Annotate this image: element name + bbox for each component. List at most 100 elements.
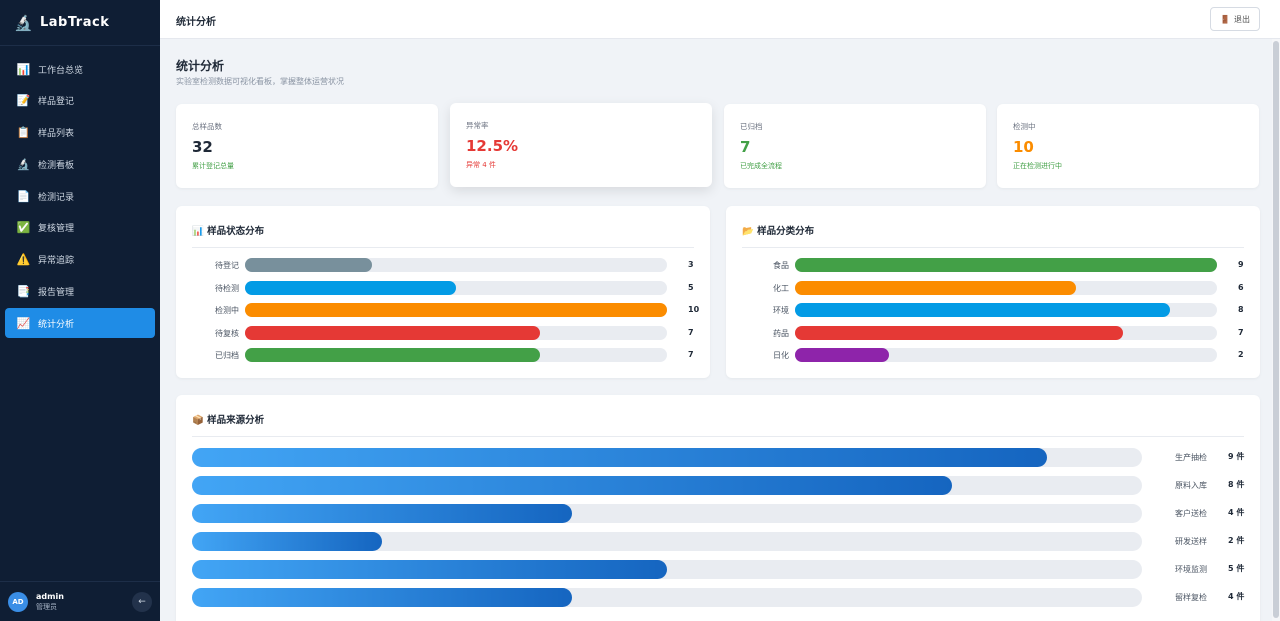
- bar-fill: [245, 280, 456, 295]
- sidebar: 🔬 LabTrack 📊 工作台总览 📝 样品登记 📋 样品列表 🔬 检测看板 📄 检测记录 ✅ 复核…: [0, 0, 160, 621]
- source-label: 研发送样: [1175, 537, 1207, 546]
- bar-label: 待检测: [215, 283, 239, 293]
- sidebar-item-7[interactable]: 📑 报告管理: [5, 277, 155, 307]
- bar-fill: [245, 348, 541, 362]
- bar-fill: [795, 325, 1124, 340]
- warning-icon: ⚠️: [16, 253, 31, 267]
- bar-fill: [795, 280, 1077, 295]
- category-distribution-panel: 📂 样品分类分布 食品 9 化工 6 环境 8 药品 7 日化 2: [726, 206, 1260, 378]
- document-icon: 📄: [16, 189, 31, 203]
- sidebar-item-label: 检测记录: [38, 192, 75, 203]
- panel-title: 📂 样品分类分布: [742, 226, 815, 237]
- collapse-arrow-icon[interactable]: ←: [132, 592, 152, 612]
- memo-icon: 📝: [16, 94, 31, 108]
- microscope-icon: 🔬: [14, 13, 33, 32]
- source-bar-track: [192, 448, 1142, 467]
- sidebar-item-2[interactable]: 📋 样品列表: [5, 118, 155, 148]
- source-count: 9 件: [1228, 452, 1245, 461]
- bar-count: 8: [1238, 305, 1244, 314]
- sidebar-item-label: 样品登记: [38, 97, 75, 108]
- bar-track: [245, 325, 667, 340]
- bar-track: [795, 303, 1217, 317]
- source-bar-track: [192, 588, 1142, 607]
- bar-count: 10: [688, 305, 700, 314]
- bar-fill: [795, 258, 1217, 272]
- bar-count: 7: [1238, 327, 1244, 337]
- panel-title: 📊 样品状态分布: [192, 226, 265, 237]
- exit-button[interactable]: 🚪 退出: [1210, 7, 1260, 31]
- top-header: 统计分析 🚪 退出: [160, 0, 1280, 39]
- stat-value: 7: [740, 138, 751, 156]
- source-bar-track: [192, 476, 1142, 495]
- stat-note: 异常 4 件: [466, 161, 496, 169]
- sidebar-nav: 📊 工作台总览 📝 样品登记 📋 样品列表 🔬 检测看板 📄 检测记录 ✅ 复核管理 ⚠️ 异常追踪 📑 报告…: [0, 46, 160, 339]
- bar-fill: [795, 348, 889, 362]
- source-bar-track: [192, 532, 1142, 551]
- sidebar-item-label: 报告管理: [38, 288, 75, 299]
- source-bar-fill: [192, 588, 572, 607]
- bar-fill: [795, 303, 1171, 317]
- bar-fill: [245, 258, 372, 272]
- brand-name: LabTrack: [40, 15, 110, 30]
- stat-label: 检测中: [1013, 122, 1036, 131]
- stat-note: 已完成全流程: [740, 162, 782, 170]
- user-role: 管理员: [36, 602, 57, 611]
- sidebar-item-0[interactable]: 📊 工作台总览: [5, 54, 155, 84]
- bar-label: 药品: [773, 328, 789, 338]
- bar-count: 2: [1238, 350, 1244, 359]
- bar-label: 日化: [773, 351, 789, 360]
- sidebar-item-label: 统计分析: [38, 319, 75, 330]
- panel-title: 📦 样品来源分析: [192, 415, 265, 426]
- bar-track: [245, 258, 667, 272]
- stat-label: 异常率: [466, 121, 489, 130]
- scrollbar-thumb[interactable]: [1273, 41, 1279, 618]
- source-label: 生产抽检: [1175, 453, 1207, 462]
- sidebar-item-3[interactable]: 🔬 检测看板: [5, 149, 155, 179]
- source-label: 留样复检: [1175, 593, 1207, 602]
- sidebar-item-label: 异常追踪: [38, 256, 75, 267]
- source-count: 4 件: [1228, 508, 1245, 517]
- bar-label: 化工: [773, 283, 789, 293]
- source-bar-track: [192, 560, 1142, 579]
- brand[interactable]: 🔬 LabTrack: [0, 0, 160, 46]
- user-name: admin: [36, 591, 64, 601]
- source-label: 环境监测: [1175, 565, 1207, 574]
- microscope-icon: 🔬: [16, 157, 31, 171]
- door-icon: 🚪: [1220, 14, 1230, 24]
- clipboard-icon: 📋: [16, 126, 31, 140]
- bar-label: 检测中: [215, 306, 239, 315]
- bar-count: 7: [688, 327, 694, 337]
- stat-label: 已归档: [740, 122, 763, 131]
- stat-value: 32: [192, 138, 213, 156]
- bar-label: 待复核: [215, 328, 239, 338]
- sidebar-item-5[interactable]: ✅ 复核管理: [5, 213, 155, 243]
- bar-label: 已归档: [215, 351, 239, 360]
- bar-track: [795, 258, 1217, 272]
- avatar[interactable]: AD: [8, 591, 28, 612]
- bar-fill: [245, 325, 541, 340]
- bar-track: [245, 280, 667, 295]
- header-title: 统计分析: [176, 17, 216, 28]
- sidebar-item-label: 检测看板: [38, 160, 75, 171]
- bar-track: [795, 348, 1217, 362]
- stat-note: 累计登记总量: [192, 162, 234, 170]
- divider: [192, 247, 694, 248]
- bar-track: [795, 280, 1217, 295]
- sidebar-item-4[interactable]: 📄 检测记录: [5, 181, 155, 211]
- status-distribution-panel: 📊 样品状态分布 待登记 3 待检测 5 检测中 10 待复核 7 已归档 7: [176, 206, 710, 378]
- bar-count: 6: [1238, 282, 1244, 292]
- bar-track: [795, 325, 1217, 340]
- source-bar-fill: [192, 476, 952, 495]
- sidebar-item-6[interactable]: ⚠️ 异常追踪: [5, 245, 155, 275]
- bar-count: 7: [688, 350, 694, 359]
- stat-card-anomaly-rate: 异常率 12.5% 异常 4 件: [450, 103, 712, 187]
- sidebar-item-label: 工作台总览: [38, 65, 84, 76]
- sidebar-item-8[interactable]: 📈 统计分析: [5, 308, 155, 339]
- source-bar-fill: [192, 504, 572, 523]
- page-title: 统计分析: [176, 59, 225, 73]
- source-bar-track: [192, 504, 1142, 523]
- stat-card-total: 总样品数 32 累计登记总量: [176, 104, 438, 188]
- source-count: 8 件: [1228, 480, 1245, 489]
- bar-count: 5: [688, 282, 694, 292]
- sidebar-item-1[interactable]: 📝 样品登记: [5, 86, 155, 116]
